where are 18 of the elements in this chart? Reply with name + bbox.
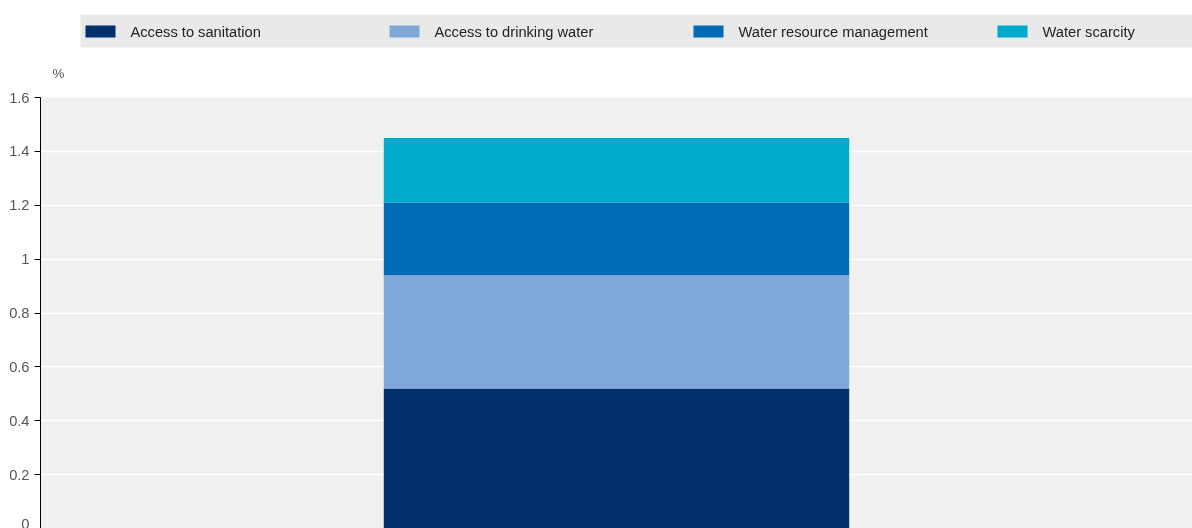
- y-tick-label: 0.6: [9, 358, 30, 375]
- bar: [383, 202, 850, 276]
- y-tick-label: 0.2: [9, 466, 30, 483]
- legend-label: Access to drinking water: [434, 23, 594, 40]
- y-tick-label: 1.4: [9, 143, 30, 160]
- bar: [383, 137, 850, 203]
- y-tick-label: 0: [21, 515, 30, 528]
- y-tick-label: 0.8: [9, 305, 30, 321]
- legend-label: Water resource management: [738, 23, 928, 40]
- y-tick-label: 1.6: [9, 89, 30, 106]
- y-tick-label: 1.2: [9, 197, 30, 214]
- legend-label: Access to sanitation: [130, 23, 261, 40]
- bar: [383, 275, 850, 389]
- y-tick-label: 0.4: [9, 412, 30, 429]
- bar: [383, 388, 850, 528]
- legend-label: Water scarcity: [1042, 23, 1136, 40]
- y-tick-label: 1: [21, 251, 30, 268]
- y-axis-title: %: [52, 66, 65, 81]
